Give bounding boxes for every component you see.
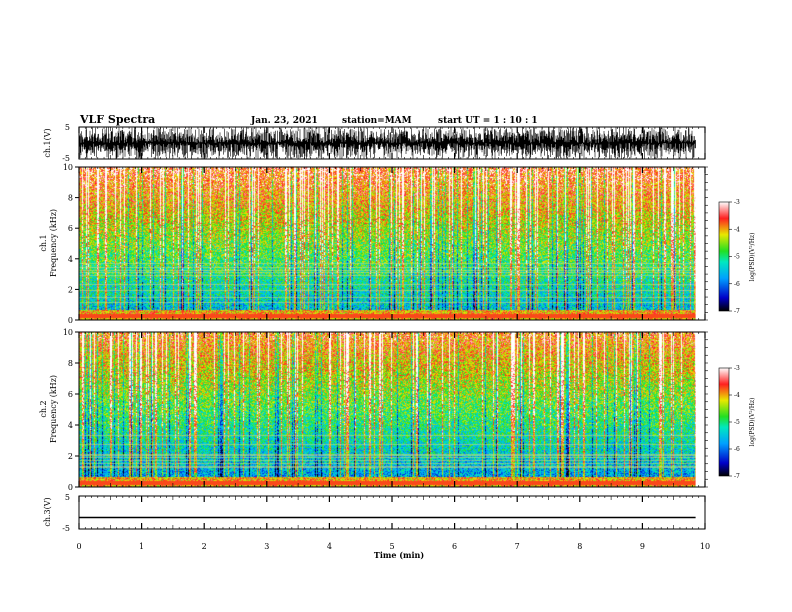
waveform-ch1-xticks <box>78 127 706 159</box>
spectrogram-ch2-panel: 0 2 4 6 8 10 ch.2 Frequency (kHz) <box>39 328 708 492</box>
station-label: station=MAM <box>342 116 412 126</box>
waveform-ch3-xticks <box>78 496 706 529</box>
colorbar-tick-label: -5 <box>734 419 740 426</box>
time-axis-tick-label: 10 <box>700 542 710 551</box>
colorbar-tick-label: -6 <box>734 281 740 288</box>
time-axis-tick-label: 9 <box>640 542 645 551</box>
colorbar-tick-label: -3 <box>734 199 740 206</box>
spectrogram-ch2-ylabel: Frequency (kHz) <box>49 375 58 443</box>
colorbar-ch2-ticks: -3 -4 -5 -6 -7 <box>729 365 740 480</box>
colorbar-ch1-ticks: -3 -4 -5 -6 -7 <box>729 199 740 315</box>
time-axis-tick-label: 2 <box>202 542 207 551</box>
colorbar-tick-label: -6 <box>734 446 740 453</box>
spectrogram-ch2-xticks <box>78 332 706 487</box>
time-axis-tick-label: 3 <box>264 542 269 551</box>
time-axis-tick-label: 7 <box>515 542 520 551</box>
spectrogram-ch1-xticks <box>78 167 706 320</box>
ytick-label: 0 <box>68 483 73 492</box>
figure-title: VLF Spectra <box>79 113 155 126</box>
colorbar-tick-label: -3 <box>734 365 740 372</box>
time-axis-tick-label: 5 <box>389 542 394 551</box>
colorbar-tick-label: -4 <box>734 392 740 399</box>
waveform-ch1-ytick-top: 5 <box>65 123 70 132</box>
colorbar-ch2: -3 -4 -5 -6 -7 log(PSD)(V²/Hz) <box>718 365 756 480</box>
spectrogram-ch1-heatmap <box>79 167 705 320</box>
ytick-label: 4 <box>68 255 73 264</box>
colorbar-tick-label: -7 <box>734 473 740 480</box>
spectrogram-ch1-yticks: 0 2 4 6 8 10 <box>63 163 708 325</box>
spectrogram-ch1-channel-label: ch.1 <box>39 234 48 251</box>
colorbar-ch1-label: log(PSD)(V²/Hz) <box>749 233 756 282</box>
colorbar-tick-label: -4 <box>734 226 740 233</box>
time-axis-tick-label: 8 <box>577 542 582 551</box>
colorbar-ch1: -3 -4 -5 -6 -7 log(PSD)(V²/Hz) <box>718 199 756 315</box>
ytick-label: 8 <box>68 194 73 203</box>
ytick-label: 6 <box>68 224 73 233</box>
waveform-ch1-panel: 5 -5 ch.1(V) <box>43 123 706 163</box>
time-axis-tick-label: 6 <box>452 542 457 551</box>
waveform-ch1-ytick-bottom: -5 <box>62 154 70 163</box>
waveform-ch3-ytick-bottom: -5 <box>62 524 70 533</box>
spectrogram-ch2-yticks: 0 2 4 6 8 10 <box>63 328 708 492</box>
ytick-label: 8 <box>68 359 73 368</box>
colorbar-ch2-label: log(PSD)(V²/Hz) <box>749 398 756 447</box>
ytick-label: 4 <box>68 421 73 430</box>
ytick-label: 0 <box>68 316 73 325</box>
waveform-ch3-ylabel: ch.3(V) <box>43 497 52 526</box>
colorbar-tick-label: -7 <box>734 308 740 315</box>
time-axis-tick-label: 4 <box>327 542 332 551</box>
waveform-ch1-trace <box>78 127 696 159</box>
date-label: Jan. 23, 2021 <box>250 116 318 126</box>
ytick-label: 10 <box>63 328 73 337</box>
time-axis-tick-label: 0 <box>76 542 81 551</box>
ytick-label: 6 <box>68 390 73 399</box>
time-axis-tick-labels: 0 1 2 3 4 5 6 7 8 9 10 <box>76 542 710 551</box>
waveform-ch1-ylabel: ch.1(V) <box>43 128 52 157</box>
colorbar-tick-label: -5 <box>734 254 740 261</box>
waveform-ch3-panel: 5 -5 ch.3(V) <box>43 493 706 533</box>
ytick-label: 2 <box>68 452 73 461</box>
spectrogram-ch1-panel: 0 2 4 6 8 10 ch.1 Frequency (kHz) <box>39 163 708 325</box>
ytick-label: 10 <box>63 163 73 172</box>
waveform-ch3-ytick-top: 5 <box>65 493 70 502</box>
time-axis-tick-label: 1 <box>139 542 144 551</box>
spectrogram-ch2-channel-label: ch.2 <box>39 400 48 417</box>
spectrogram-ch1-ylabel: Frequency (kHz) <box>49 209 58 277</box>
start-ut-label: start UT = 1 : 10 : 1 <box>438 116 538 126</box>
ytick-label: 2 <box>68 285 73 294</box>
time-axis-label: Time (min) <box>374 550 424 560</box>
spectrogram-ch2-heatmap <box>79 332 705 487</box>
